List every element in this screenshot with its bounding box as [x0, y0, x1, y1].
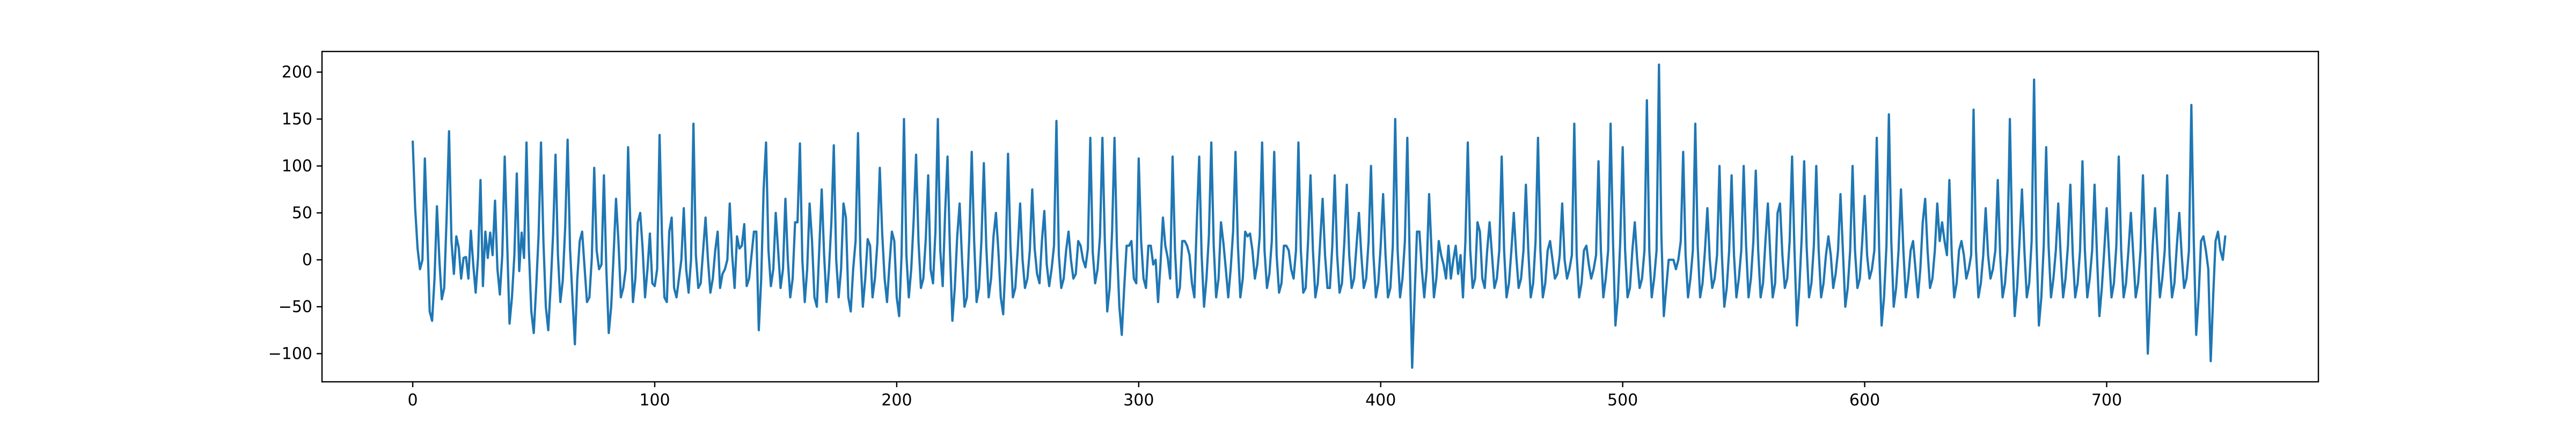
y-axis-ticks: −100 −50 0 50 100 150 200	[268, 63, 322, 364]
y-tick-label: −50	[279, 298, 312, 316]
series-layer	[411, 63, 2227, 369]
x-tick-label: 400	[1365, 391, 1396, 410]
y-tick-label: 50	[292, 204, 312, 223]
y-tick-label: −100	[268, 345, 312, 364]
y-tick-label: 200	[282, 63, 312, 82]
x-axis-ticks: 0 100 200 300 400 500 600 700	[408, 382, 2122, 410]
x-tick-label: 100	[639, 391, 670, 410]
y-tick-label: 0	[302, 251, 312, 270]
y-tick-label: 150	[282, 110, 312, 129]
x-tick-label: 0	[408, 391, 418, 410]
x-tick-label: 300	[1123, 391, 1154, 410]
x-tick-label: 500	[1607, 391, 1638, 410]
x-tick-label: 600	[1849, 391, 1880, 410]
x-tick-label: 200	[881, 391, 912, 410]
y-tick-label: 100	[282, 157, 312, 176]
plot-area-frame	[321, 50, 2319, 383]
series-line-0	[411, 63, 2227, 369]
x-tick-label: 700	[2091, 391, 2122, 410]
